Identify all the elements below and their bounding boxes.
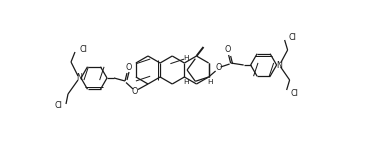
Text: N: N bbox=[76, 74, 82, 83]
Text: O: O bbox=[225, 45, 231, 54]
Text: H: H bbox=[207, 79, 212, 85]
Text: O: O bbox=[132, 87, 138, 96]
Text: O: O bbox=[215, 64, 222, 72]
Text: Cl: Cl bbox=[54, 102, 62, 110]
Text: Cl: Cl bbox=[79, 45, 87, 54]
Text: N: N bbox=[277, 60, 283, 69]
Text: H: H bbox=[184, 79, 189, 85]
Text: O: O bbox=[126, 64, 132, 72]
Text: H: H bbox=[184, 55, 189, 61]
Text: Cl: Cl bbox=[291, 88, 299, 97]
Text: Cl: Cl bbox=[289, 32, 296, 41]
